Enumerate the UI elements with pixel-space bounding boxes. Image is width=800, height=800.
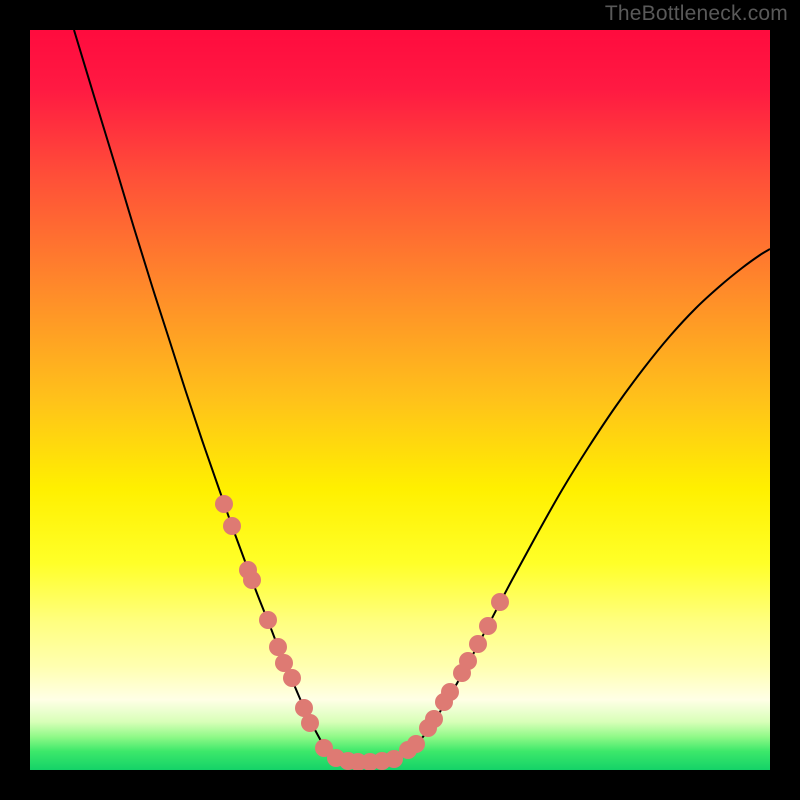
marker-dot: [459, 652, 477, 670]
marker-dot: [215, 495, 233, 513]
marker-dot: [259, 611, 277, 629]
plot-area: [30, 30, 770, 770]
marker-dot: [441, 683, 459, 701]
chart-frame: { "watermark": { "text": "TheBottleneck.…: [0, 0, 800, 800]
marker-dot: [407, 735, 425, 753]
marker-dot: [243, 571, 261, 589]
marker-dot: [223, 517, 241, 535]
marker-dot: [479, 617, 497, 635]
gradient-background: [30, 30, 770, 770]
watermark-text: TheBottleneck.com: [605, 2, 788, 26]
marker-dot: [491, 593, 509, 611]
marker-dot: [425, 710, 443, 728]
chart-svg: [30, 30, 770, 770]
marker-dot: [283, 669, 301, 687]
marker-dot: [469, 635, 487, 653]
marker-dot: [269, 638, 287, 656]
marker-dot: [301, 714, 319, 732]
